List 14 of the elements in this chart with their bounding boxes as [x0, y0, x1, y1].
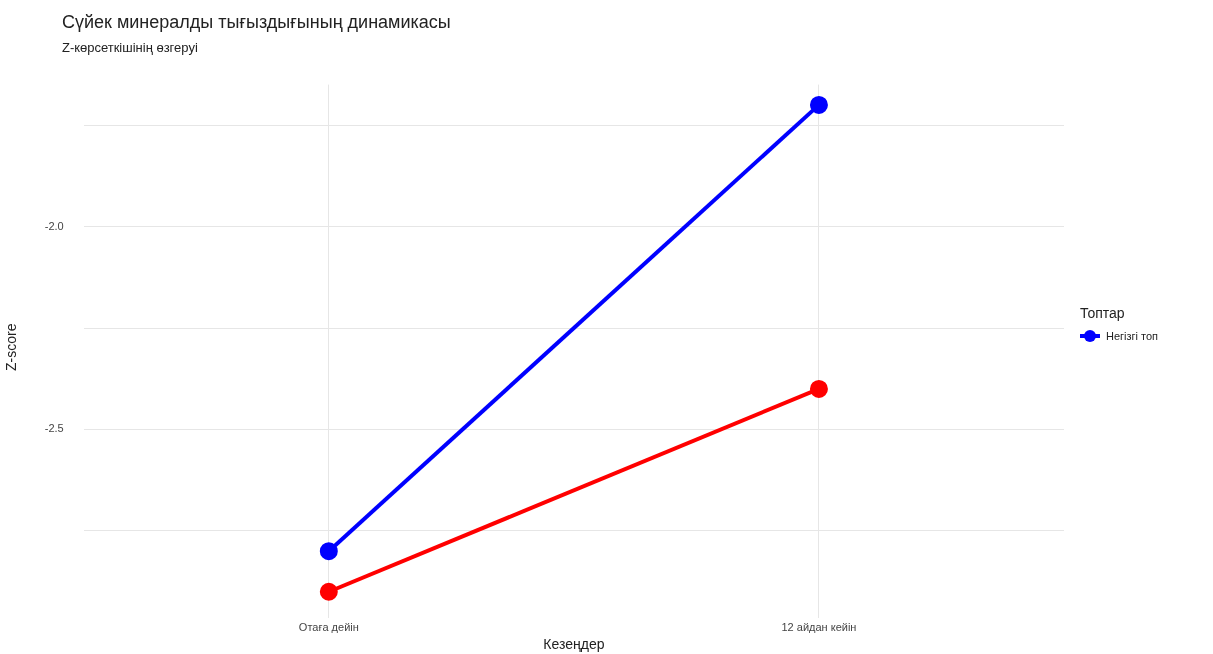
- y-axis-title: Z-score: [3, 323, 20, 372]
- legend-title: Топтар: [1080, 305, 1126, 321]
- x-axis-title: Кезеңдер: [543, 636, 605, 653]
- y-tick-label: -2.5: [44, 422, 64, 435]
- x-tick-label: 12 айдан кейін: [781, 620, 857, 633]
- chart-title: Сүйек минералды тығыздығының динамикасы: [62, 12, 451, 33]
- point: [319, 582, 338, 601]
- point: [809, 95, 828, 114]
- point: [809, 379, 828, 398]
- y-tick-label: -2.0: [44, 219, 64, 232]
- legend-label: Негізгі топ: [1106, 330, 1159, 342]
- point: [319, 542, 338, 561]
- x-tick-label: Отаға дейін: [298, 620, 359, 633]
- chart-subtitle: Z-көрсеткішінің өзгеруі: [62, 40, 198, 55]
